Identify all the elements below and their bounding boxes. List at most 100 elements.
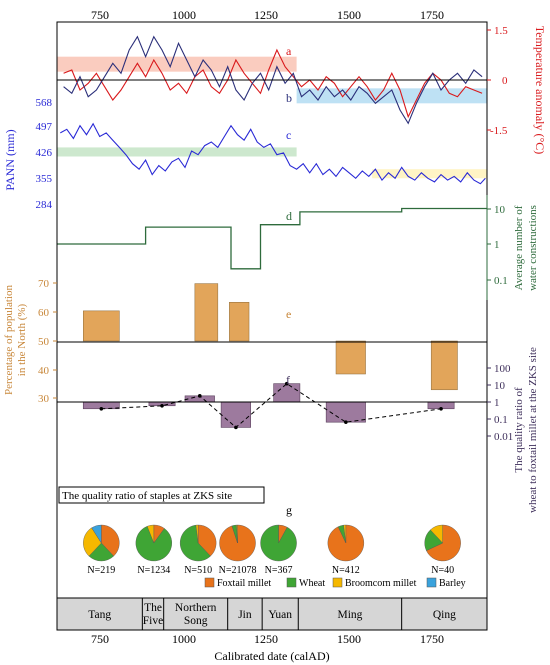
panel-letter-f: f: [286, 373, 290, 387]
legend-label-wheat: Wheat: [299, 578, 325, 589]
ratio-axis-label: wheat to foxtail millet at the ZKS site: [527, 347, 539, 513]
water-tick-label: 0.1: [494, 275, 508, 287]
population-axis: 70 60 50 40 30 Percentage of population …: [3, 278, 57, 405]
highlight-band-c-yellow: [372, 169, 487, 179]
pie-n-label-2: N=510: [184, 565, 212, 576]
temperature-axis-label: Temperature anomaly (°C): [533, 26, 547, 155]
ratio-tick-label: 100: [494, 363, 511, 375]
legend-swatch-wheat: [286, 577, 297, 588]
bottom-tick-label: 750: [91, 632, 109, 646]
population-bar-3: [335, 340, 366, 375]
top-tick-label: 1250: [254, 8, 278, 22]
legend-label-foxtail: Foxtail millet: [217, 578, 271, 589]
water-axis-label: Average number of: [513, 205, 525, 290]
pie-legend: Foxtail millet Wheat Broomcorn millet Ba…: [204, 577, 466, 589]
pann-axis-label: PANN (mm): [3, 129, 17, 190]
pie-n-label-5: N=412: [332, 565, 360, 576]
legend-swatch-barley: [426, 577, 437, 588]
water-tick-label: 1: [494, 239, 500, 251]
pie-slice-6-2: [430, 524, 443, 544]
dynasty-label-2-1: Song: [184, 615, 208, 627]
panel-letter-e: e: [286, 307, 291, 321]
ratio-trend-point-3: [234, 425, 238, 430]
bottom-tick-label: 1500: [337, 632, 361, 646]
pie-slice-0-2: [83, 527, 102, 557]
ratio-trend-point-1: [160, 403, 164, 408]
legend-swatch-broomcorn: [332, 577, 343, 588]
population-tick-label: 50: [38, 336, 50, 348]
temperature-tick-label: -1.5: [490, 125, 508, 137]
top-tick-label: 1000: [172, 8, 196, 22]
population-bar-0: [83, 310, 120, 342]
bottom-tick-label: 1000: [172, 632, 196, 646]
pie-slice-5-2: [343, 524, 347, 544]
panel-letter-b: b: [286, 91, 292, 105]
dynasty-label-5-0: Ming: [337, 609, 362, 621]
dynasty-label-2-0: Northern: [175, 602, 217, 614]
population-axis-label: in the North (%): [16, 303, 28, 376]
ratio-trend-point-4: [284, 381, 289, 386]
pie-slice-3-2: [236, 524, 238, 544]
pie-n-label-1: N=1234: [137, 565, 170, 576]
pie-n-label-6: N=40: [431, 565, 454, 576]
pie-n-label-3: N=21078: [219, 565, 257, 576]
pann-tick-label: 568: [36, 97, 53, 109]
dynasty-label-3-0: Jin: [238, 609, 252, 621]
ratio-trend-point-2: [197, 394, 202, 398]
ratio-tick-label: 0.01: [494, 431, 513, 443]
ratio-tick-label: 10: [494, 380, 506, 392]
pann-tick-label: 426: [36, 147, 53, 159]
top-tick-label: 1750: [420, 8, 444, 22]
ratio-trend-point-5: [344, 420, 348, 424]
population-bar-2: [229, 302, 250, 342]
bottom-tick-label: 1250: [254, 632, 278, 646]
ratio-axis-label: The quality ratio of: [513, 387, 525, 473]
population-tick-label: 40: [38, 365, 50, 377]
dynasty-label-1-0: The: [144, 602, 162, 614]
staples-title-box: [58, 486, 265, 504]
axes-layer: [56, 21, 488, 599]
dynasty-background: [56, 597, 488, 631]
pie-slice-1-1: [135, 526, 173, 562]
panel-letter-a: a: [286, 44, 292, 58]
pie-n-label-0: N=219: [87, 565, 115, 576]
dynasty-label-0-0: Tang: [88, 609, 111, 621]
pie-slice-4-1: [260, 524, 297, 562]
ratio-bar-5: [325, 401, 366, 423]
panel-letter-g: g: [286, 503, 292, 517]
pie-slice-6-0: [426, 524, 461, 562]
water-axis-label: water constructions: [527, 205, 539, 291]
pie-slice-1-2: [146, 524, 155, 544]
panel-letter-d: d: [286, 209, 292, 223]
temperature-axis: 1.5 0 -1.5 Temperature anomaly (°C): [487, 25, 547, 154]
population-axis-label: Percentage of population: [3, 285, 15, 395]
dynasty-label-4-0: Yuan: [268, 609, 292, 621]
legend-label-barley: Barley: [439, 578, 466, 589]
series-line-b: [63, 35, 483, 125]
pann-tick-label: 497: [36, 121, 53, 133]
highlight-band-c-green: [57, 147, 297, 157]
pie-slice-2-2: [195, 524, 199, 544]
pie-slice-2-0: [197, 524, 217, 557]
ratio-tick-label: 0.1: [494, 414, 508, 426]
population-tick-label: 70: [38, 278, 50, 290]
ratio-trend-point-0: [99, 406, 104, 411]
pann-axis: 568 497 426 355 284 PANN (mm): [3, 97, 53, 211]
population-bar-1: [194, 283, 219, 342]
temperature-tick-label: 1.5: [494, 25, 508, 37]
highlight-band-a: [57, 56, 297, 72]
ratio-tick-label: 1: [494, 397, 500, 409]
series-layer: [57, 35, 487, 430]
population-bar-4: [430, 340, 458, 391]
pie-n-label-4: N=367: [265, 565, 293, 576]
pie-slice-2-1: [179, 524, 211, 562]
series-line-a: [63, 48, 483, 119]
population-tick-label: 60: [38, 307, 50, 319]
legend-swatch-foxtail: [204, 577, 215, 588]
ratio-trend-point-6: [439, 406, 443, 411]
x-axis-label: Calibrated date (calAD): [214, 649, 329, 663]
quality-ratio-axis: 100 10 1 0.1 0.01 The quality ratio of w…: [487, 347, 539, 513]
pann-tick-label: 355: [36, 173, 53, 185]
